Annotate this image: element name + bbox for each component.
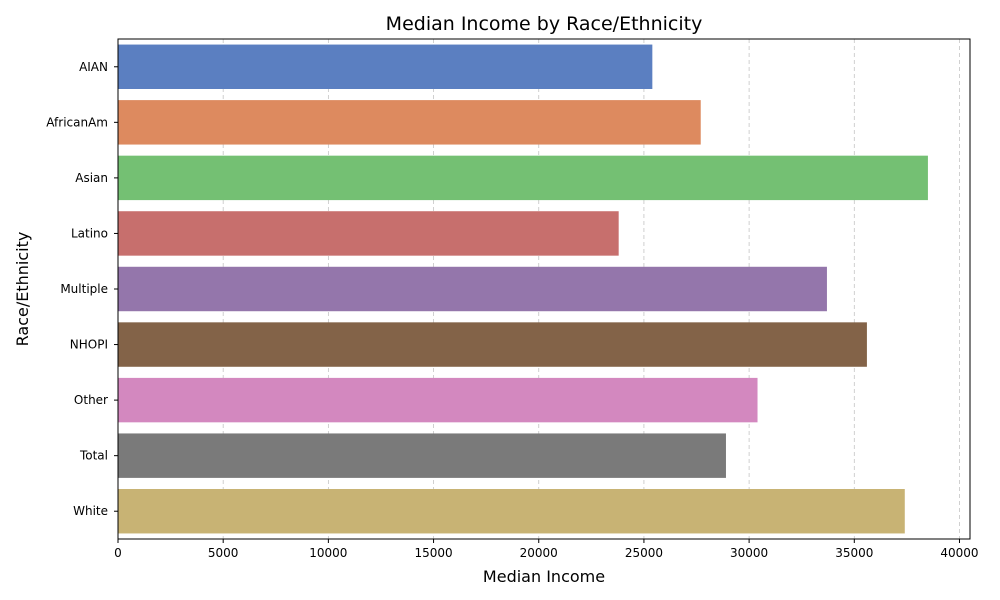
bar-nhopi (118, 322, 867, 367)
y-axis: AIAN AfricanAm Asian Latino Multiple NHOPI Oth… (46, 60, 118, 518)
chart-title: Median Income by Race/Ethnicity (386, 13, 703, 35)
bar-latino (118, 211, 619, 256)
x-tick-label: 15000 (414, 546, 452, 560)
bar-multiple (118, 266, 827, 312)
x-tick-label: 30000 (730, 546, 768, 560)
y-tick-label: Total (79, 449, 108, 463)
y-axis-label: Race/Ethnicity (13, 232, 32, 347)
y-tick-label: NHOPI (70, 338, 108, 352)
x-axis: 0 5000 10000 15000 20000 25000 30000 35000 40000 (114, 539, 979, 560)
x-tick-label: 25000 (625, 546, 663, 560)
y-tick-label: White (73, 504, 108, 518)
y-tick-label: Latino (71, 226, 108, 240)
x-tick-label: 0 (114, 546, 122, 560)
y-tick-label: Other (74, 393, 108, 407)
bar-other (118, 377, 758, 423)
bar-total (118, 433, 726, 478)
x-tick-label: 10000 (309, 546, 347, 560)
y-tick-label: Asian (75, 171, 108, 185)
bar-asian (118, 155, 928, 201)
bar-aian (118, 44, 653, 89)
x-tick-label: 35000 (835, 546, 873, 560)
x-tick-label: 5000 (208, 546, 239, 560)
x-axis-label: Median Income (483, 567, 605, 586)
bar-white (118, 489, 905, 534)
y-tick-label: AfricanAm (46, 115, 108, 129)
bar-africanam (118, 100, 701, 145)
bars-layer (118, 44, 928, 534)
x-tick-label: 40000 (940, 546, 978, 560)
y-tick-label: Multiple (60, 282, 108, 296)
y-tick-label: AIAN (79, 60, 108, 74)
x-tick-label: 20000 (520, 546, 558, 560)
